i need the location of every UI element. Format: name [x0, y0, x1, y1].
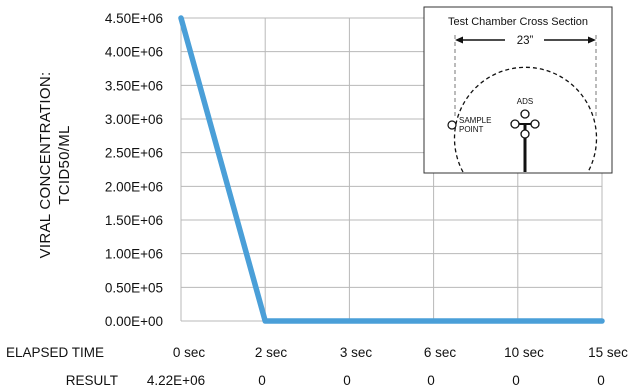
sample-point-label-line-1: SAMPLE	[459, 116, 491, 125]
arrowhead-right-icon	[588, 36, 596, 44]
inset-frame	[423, 6, 613, 174]
y-tick-label: 4.00E+06	[105, 45, 163, 60]
x-tick-label: 6 sec	[424, 345, 457, 360]
dimension-label: 23”	[517, 35, 534, 47]
ads-device-icon	[510, 109, 540, 172]
y-tick-label: 1.00E+06	[105, 247, 163, 262]
x-tick-label: 10 sec	[504, 345, 544, 360]
result-value: 0	[427, 373, 435, 388]
y-tick-label: 2.50E+06	[105, 146, 163, 161]
y-tick-label: 4.50E+06	[105, 11, 163, 26]
y-tick-label: 1.50E+06	[105, 213, 163, 228]
result-label: RESULT	[66, 373, 118, 388]
y-tick-label: 3.00E+06	[105, 112, 163, 127]
sample-point-icon	[447, 120, 457, 130]
result-value: 0	[512, 373, 520, 388]
elapsed-time-label: ELAPSED TIME	[6, 345, 104, 360]
arrowhead-left-icon	[455, 36, 463, 44]
y-tick-label: 2.00E+06	[105, 179, 163, 194]
y-tick-label: 0.50E+05	[105, 280, 163, 295]
chamber-outline	[453, 66, 598, 173]
x-tick-label: 0 sec	[173, 345, 206, 360]
y-axis-label: VIRAL CONCENTRATION: TCID50/ML	[37, 72, 73, 259]
x-tick-label: 15 sec	[588, 345, 628, 360]
inset-title: Test Chamber Cross Section	[448, 16, 588, 28]
ads-label: ADS	[517, 97, 533, 106]
y-axis-label-line-1: VIRAL CONCENTRATION:	[37, 72, 54, 259]
y-tick-label: 3.50E+06	[105, 78, 163, 93]
series-line	[178, 15, 605, 324]
sample-point-label-line-2: POINT	[459, 125, 484, 134]
y-tick-label: 0.00E+00	[105, 314, 163, 329]
y-axis-ticks: 0.00E+00 0.50E+05 1.00E+06 1.50E+06 2.00E+06…	[105, 11, 163, 329]
result-row: RESULT 4.22E+06 0 0 0 0 0	[66, 373, 605, 388]
result-value: 4.22E+06	[147, 373, 205, 388]
result-value: 0	[343, 373, 351, 388]
y-axis-label-line-2: TCID50/ML	[56, 125, 73, 204]
result-value: 0	[258, 373, 266, 388]
x-tick-label: 3 sec	[340, 345, 373, 360]
x-axis-row: ELAPSED TIME 0 sec 2 sec 3 sec 6 sec 10 sec 1…	[6, 345, 628, 360]
x-tick-label: 2 sec	[255, 345, 288, 360]
chamber-inset: Test Chamber Cross Section 23” SAMPLE PO…	[423, 6, 613, 174]
series	[178, 15, 605, 324]
result-value: 0	[597, 373, 605, 388]
